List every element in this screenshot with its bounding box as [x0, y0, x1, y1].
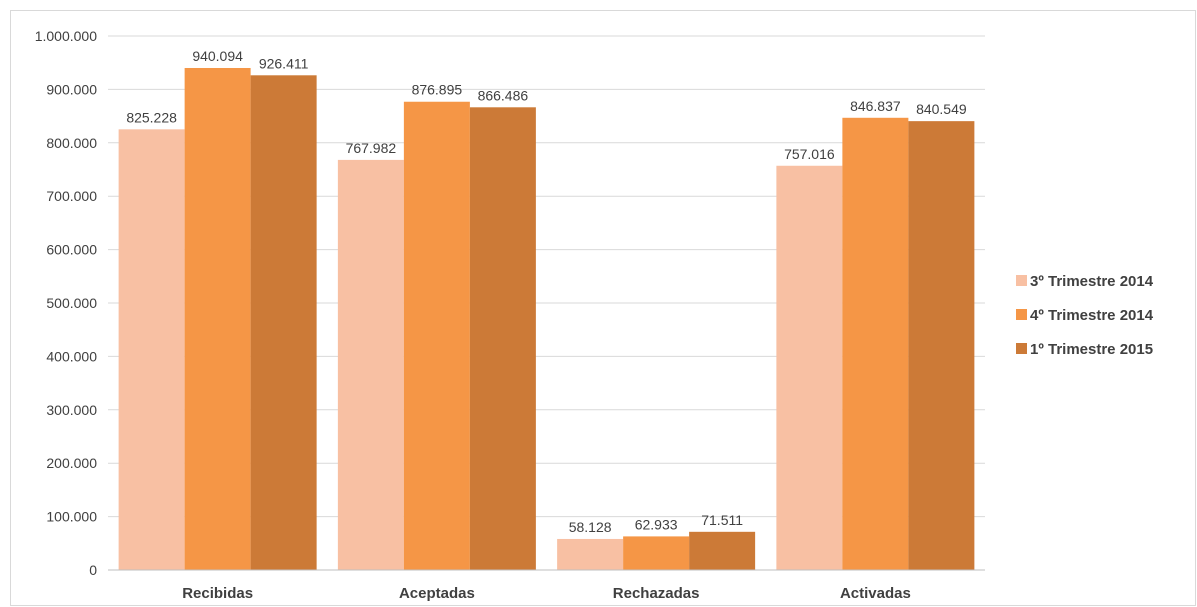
x-axis: Recibidas Aceptadas Rechazadas Activadas — [108, 569, 985, 602]
y-tick-label: 700.000 — [46, 188, 97, 204]
y-tick-label: 500.000 — [46, 295, 97, 311]
data-label: 58.128 — [569, 519, 612, 535]
y-tick-label: 400.000 — [46, 348, 97, 364]
bar — [908, 121, 975, 570]
y-tick-label: 900.000 — [46, 81, 97, 97]
bar — [842, 117, 909, 571]
data-label: 757.016 — [784, 146, 835, 162]
bar — [118, 129, 185, 570]
bar — [250, 75, 317, 571]
bars — [118, 67, 975, 571]
data-label: 940.094 — [192, 48, 243, 64]
y-axis: 0 100.000 200.000 300.000 400.000 500.000 600.… — [35, 28, 98, 578]
chart-frame — [10, 10, 1196, 606]
data-label: 840.549 — [916, 101, 967, 117]
data-labels: 825.228 940.094 926.411 767.982 876.895 866.4… — [126, 48, 967, 535]
legend-label: 1º Trimestre 2015 — [1030, 341, 1153, 358]
y-tick-label: 100.000 — [46, 509, 97, 525]
data-label: 866.486 — [478, 87, 529, 103]
bar — [623, 536, 690, 570]
data-label: 71.511 — [701, 512, 743, 528]
data-label: 846.837 — [850, 98, 901, 114]
legend-label: 4º Trimestre 2014 — [1030, 307, 1154, 324]
legend-swatch — [1016, 309, 1027, 320]
bar — [557, 538, 624, 570]
x-tick-label: Aceptadas — [399, 585, 475, 602]
bar — [776, 165, 843, 570]
bar — [337, 159, 404, 570]
legend-label: 3º Trimestre 2014 — [1030, 273, 1154, 290]
legend-swatch — [1016, 275, 1027, 286]
data-label: 62.933 — [635, 516, 678, 532]
y-tick-label: 600.000 — [46, 242, 97, 258]
y-tick-label: 1.000.000 — [35, 28, 97, 44]
data-label: 825.228 — [126, 109, 177, 125]
bar — [403, 101, 470, 570]
y-tick-label: 800.000 — [46, 135, 97, 151]
y-tick-label: 300.000 — [46, 402, 97, 418]
x-tick-label: Recibidas — [182, 585, 253, 602]
bar — [689, 531, 756, 570]
legend: 3º Trimestre 2014 4º Trimestre 2014 1º Tri… — [1016, 273, 1154, 358]
bar — [469, 107, 536, 570]
legend-swatch — [1016, 343, 1027, 354]
y-tick-label: 200.000 — [46, 455, 97, 471]
y-tick-label: 0 — [89, 562, 97, 578]
bar — [184, 67, 251, 570]
x-tick-label: Rechazadas — [613, 585, 700, 602]
data-label: 767.982 — [346, 140, 397, 156]
data-label: 876.895 — [412, 82, 463, 98]
x-tick-label: Activadas — [840, 585, 911, 602]
data-label: 926.411 — [259, 55, 309, 71]
